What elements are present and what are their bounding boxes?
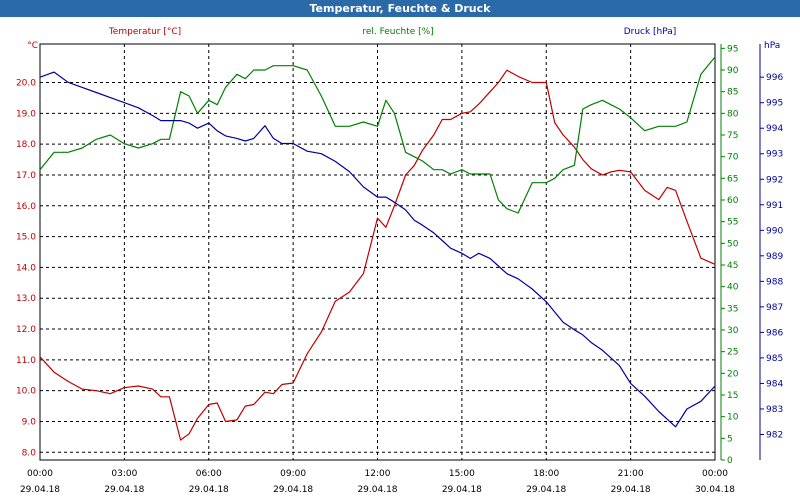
- x-tick-time: 12:00: [365, 469, 391, 479]
- humidity-tick-label: 50: [727, 239, 739, 249]
- window-title: Temperatur, Feuchte & Druck: [0, 0, 800, 17]
- pressure-tick-label: 992: [766, 175, 783, 185]
- humidity-tick-label: 0: [727, 456, 733, 466]
- pressure-legend-label: Druck [hPa]: [624, 27, 677, 37]
- x-tick-date: 29.04.18: [189, 485, 229, 495]
- x-tick-date: 29.04.18: [273, 485, 313, 495]
- x-tick-time: 09:00: [280, 469, 306, 479]
- humidity-tick-label: 35: [727, 304, 738, 314]
- temperature-tick-label: 14.0: [16, 263, 36, 273]
- pressure-tick-label: 989: [766, 252, 783, 262]
- pressure-tick-label: 984: [766, 379, 783, 389]
- humidity-tick-label: 45: [727, 261, 738, 271]
- x-tick-date: 30.04.18: [695, 485, 735, 495]
- temperature-tick-label: 9.0: [22, 417, 37, 427]
- humidity-line: [39, 56, 716, 214]
- temperature-tick-label: 12.0: [16, 325, 36, 335]
- humidity-tick-label: 30: [727, 326, 739, 336]
- x-tick-time: 18:00: [533, 469, 559, 479]
- humidity-tick-label: 85: [727, 88, 738, 98]
- pressure-tick-label: 993: [766, 150, 783, 160]
- temperature-tick-label: 18.0: [16, 140, 36, 150]
- humidity-tick-label: 75: [727, 131, 738, 141]
- humidity-tick-label: 95: [727, 44, 738, 54]
- pressure-tick-label: 988: [766, 277, 783, 287]
- humidity-tick-label: 10: [727, 413, 739, 423]
- temperature-tick-label: 17.0: [16, 171, 36, 181]
- x-tick-time: 15:00: [449, 469, 475, 479]
- x-tick-time: 03:00: [111, 469, 137, 479]
- pressure-tick-label: 994: [766, 124, 783, 134]
- temperature-tick-label: 15.0: [16, 233, 36, 243]
- temperature-tick-label: 19.0: [16, 109, 36, 119]
- temperature-tick-label: 13.0: [16, 294, 36, 304]
- pressure-tick-label: 991: [766, 201, 783, 211]
- temperature-tick-label: 16.0: [16, 202, 36, 212]
- pressure-unit-label: hPa: [764, 41, 780, 51]
- temperature-tick-label: 20.0: [16, 79, 36, 89]
- x-tick-time: 00:00: [27, 469, 53, 479]
- humidity-tick-label: 15: [727, 391, 738, 401]
- x-tick-date: 29.04.18: [357, 485, 397, 495]
- temperature-tick-label: 11.0: [16, 356, 36, 366]
- pressure-tick-label: 982: [766, 430, 783, 440]
- x-tick-date: 29.04.18: [611, 485, 651, 495]
- humidity-tick-label: 80: [727, 109, 739, 119]
- x-tick-date: 29.04.18: [104, 485, 144, 495]
- pressure-tick-label: 995: [766, 99, 783, 109]
- humidity-tick-label: 65: [727, 174, 738, 184]
- pressure-tick-label: 986: [766, 328, 783, 338]
- humidity-tick-label: 55: [727, 218, 738, 228]
- temperature-line: [39, 69, 716, 441]
- x-tick-date: 29.04.18: [442, 485, 482, 495]
- temperature-unit-label: °C: [27, 41, 38, 51]
- x-tick-time: 00:00: [702, 469, 728, 479]
- temperature-legend-label: Temperatur [°C]: [108, 27, 181, 37]
- x-tick-date: 29.04.18: [20, 485, 60, 495]
- humidity-tick-label: 5: [727, 434, 733, 444]
- humidity-tick-label: 90: [727, 66, 739, 76]
- x-tick-time: 21:00: [618, 469, 644, 479]
- x-tick-date: 29.04.18: [526, 485, 566, 495]
- humidity-tick-label: 20: [727, 369, 739, 379]
- pressure-tick-label: 983: [766, 405, 783, 415]
- humidity-tick-label: 60: [727, 196, 739, 206]
- temperature-tick-label: 8.0: [22, 448, 37, 458]
- humidity-legend-label: rel. Feuchte [%]: [362, 27, 433, 37]
- x-tick-time: 06:00: [196, 469, 222, 479]
- temperature-tick-label: 10.0: [16, 387, 36, 397]
- pressure-tick-label: 996: [766, 73, 783, 83]
- humidity-tick-label: 40: [727, 283, 739, 293]
- humidity-tick-label: 25: [727, 348, 738, 358]
- pressure-tick-label: 990: [766, 226, 783, 236]
- pressure-line: [39, 71, 716, 428]
- humidity-tick-label: 70: [727, 153, 739, 163]
- pressure-tick-label: 985: [766, 354, 783, 364]
- pressure-tick-label: 987: [766, 303, 783, 313]
